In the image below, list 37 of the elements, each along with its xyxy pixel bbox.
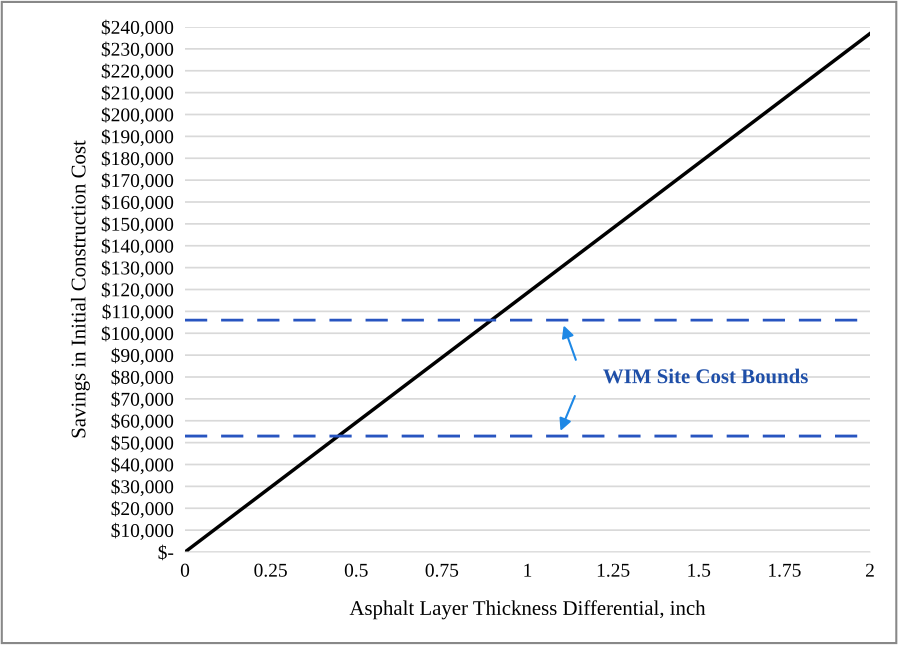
x-tick-label: 0.75 [426,564,458,577]
y-tick-label: $190,000 [102,129,174,146]
y-tick-label: $160,000 [102,194,174,212]
y-tick-label: $210,000 [102,85,174,102]
y-axis-title: Savings in Initial Construction Cost [70,140,90,438]
y-tick-label: $60,000 [112,413,174,430]
y-tick-label: $150,000 [102,216,174,234]
y-tick-label: $180,000 [102,150,174,168]
x-tick-label: 0 [180,564,190,577]
y-tick-label: $40,000 [112,457,174,474]
y-tick-label: $200,000 [102,107,174,124]
y-tick-label: $90,000 [112,348,174,365]
x-tick-label: 0.25 [254,564,287,577]
y-tick-label: $- [158,544,174,560]
y-tick-label: $100,000 [102,326,174,343]
y-tick-label: $50,000 [112,435,174,452]
x-tick-label: 1.25 [598,564,630,577]
annotation: WIM Site Cost Bounds [603,368,808,384]
y-tick-label: $140,000 [102,238,174,256]
y-tick-label: $10,000 [112,522,174,540]
y-tick-label: $230,000 [102,42,174,59]
y-tick-label: $30,000 [112,479,174,496]
x-tick-label: 0.5 [344,564,368,577]
y-tick-label: $170,000 [102,172,174,190]
y-tick-label: $130,000 [102,260,174,278]
x-tick-label: 1.5 [688,564,710,577]
x-tick-label: 2 [866,564,874,577]
y-tick-label: $220,000 [102,63,174,80]
y-tick-label: $70,000 [112,392,174,409]
y-tick-label: $240,000 [102,20,174,37]
y-tick-label: $110,000 [102,304,174,322]
y-tick-label: $80,000 [112,370,174,387]
x-tick-label: 1 [524,564,532,577]
x-tick-label: 1.75 [769,564,801,577]
y-tick-label: $120,000 [102,282,174,300]
x-axis-title: Asphalt Layer Thickness Differential, inch [350,600,706,620]
y-tick-label: $20,000 [112,500,174,518]
